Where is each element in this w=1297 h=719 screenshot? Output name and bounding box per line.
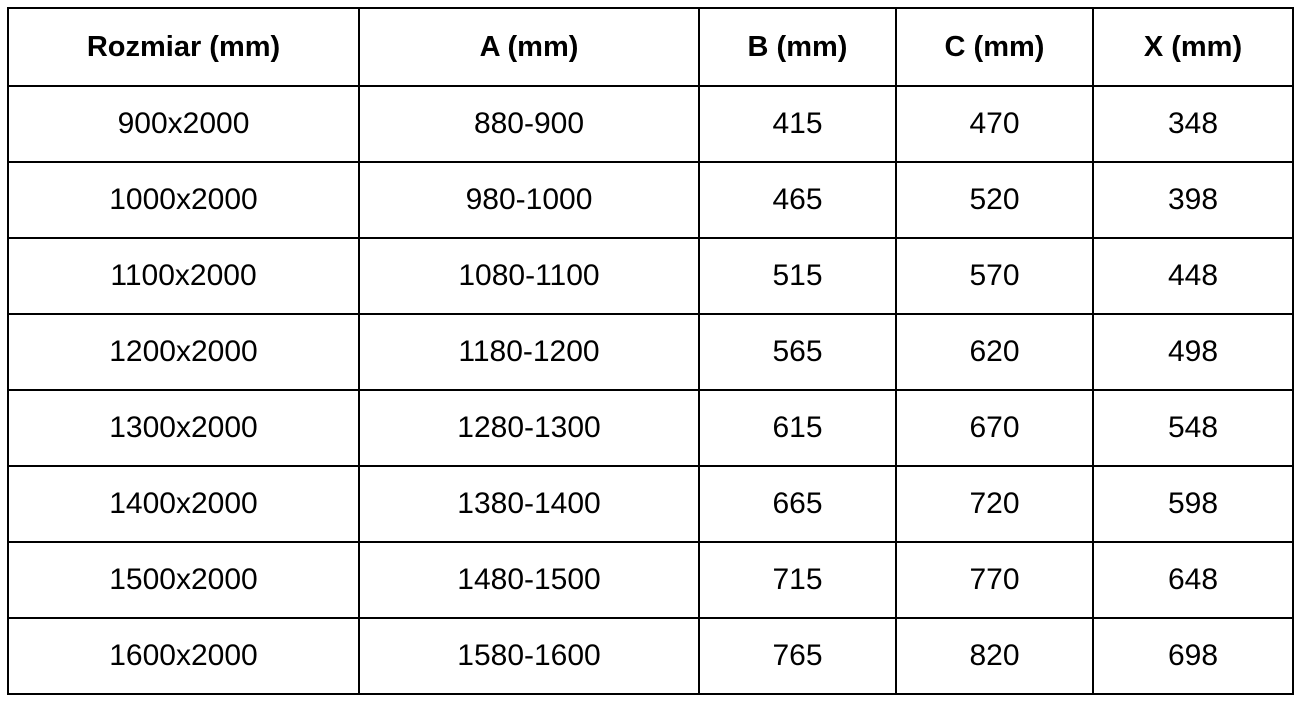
header-b: B (mm) [698, 7, 897, 87]
table-cell: 1380-1400 [358, 465, 700, 543]
table-cell: 1080-1100 [358, 237, 700, 315]
table-cell: 770 [895, 541, 1094, 619]
table-cell: 698 [1092, 617, 1294, 695]
table-cell: 1500x2000 [7, 541, 360, 619]
table-row: 900x2000 880-900 415 470 348 [7, 85, 1294, 163]
table-cell: 670 [895, 389, 1094, 467]
table-cell: 665 [698, 465, 897, 543]
header-rozmiar: Rozmiar (mm) [7, 7, 360, 87]
table-cell: 820 [895, 617, 1094, 695]
header-c: C (mm) [895, 7, 1094, 87]
table-row: 1600x2000 1580-1600 765 820 698 [7, 617, 1294, 695]
table-cell: 470 [895, 85, 1094, 163]
table-row: 1000x2000 980-1000 465 520 398 [7, 161, 1294, 239]
table-cell: 515 [698, 237, 897, 315]
table-cell: 398 [1092, 161, 1294, 239]
table-cell: 348 [1092, 85, 1294, 163]
table-cell: 565 [698, 313, 897, 391]
header-row: Rozmiar (mm) A (mm) B (mm) C (mm) X (mm) [7, 7, 1294, 87]
table-header: Rozmiar (mm) A (mm) B (mm) C (mm) X (mm) [7, 7, 1294, 87]
header-a: A (mm) [358, 7, 700, 87]
table-cell: 570 [895, 237, 1094, 315]
header-x: X (mm) [1092, 7, 1294, 87]
table-cell: 598 [1092, 465, 1294, 543]
table-row: 1500x2000 1480-1500 715 770 648 [7, 541, 1294, 619]
table-row: 1200x2000 1180-1200 565 620 498 [7, 313, 1294, 391]
table-cell: 520 [895, 161, 1094, 239]
table-cell: 1200x2000 [7, 313, 360, 391]
table-cell: 1100x2000 [7, 237, 360, 315]
table-cell: 548 [1092, 389, 1294, 467]
table-cell: 1000x2000 [7, 161, 360, 239]
table-row: 1300x2000 1280-1300 615 670 548 [7, 389, 1294, 467]
table-cell: 1180-1200 [358, 313, 700, 391]
table-row: 1400x2000 1380-1400 665 720 598 [7, 465, 1294, 543]
table-cell: 1580-1600 [358, 617, 700, 695]
table-cell: 1480-1500 [358, 541, 700, 619]
table-cell: 1300x2000 [7, 389, 360, 467]
table-row: 1100x2000 1080-1100 515 570 448 [7, 237, 1294, 315]
table-cell: 980-1000 [358, 161, 700, 239]
table-cell: 900x2000 [7, 85, 360, 163]
table-cell: 615 [698, 389, 897, 467]
table-cell: 620 [895, 313, 1094, 391]
table-cell: 448 [1092, 237, 1294, 315]
table-cell: 415 [698, 85, 897, 163]
table-cell: 498 [1092, 313, 1294, 391]
table-cell: 1400x2000 [7, 465, 360, 543]
table-cell: 880-900 [358, 85, 700, 163]
table-cell: 648 [1092, 541, 1294, 619]
table-cell: 720 [895, 465, 1094, 543]
dimensions-table: Rozmiar (mm) A (mm) B (mm) C (mm) X (mm)… [7, 7, 1294, 695]
table-cell: 465 [698, 161, 897, 239]
table-body: 900x2000 880-900 415 470 348 1000x2000 980-100… [7, 85, 1294, 695]
table-cell: 1280-1300 [358, 389, 700, 467]
table-cell: 715 [698, 541, 897, 619]
table-cell: 1600x2000 [7, 617, 360, 695]
table-cell: 765 [698, 617, 897, 695]
